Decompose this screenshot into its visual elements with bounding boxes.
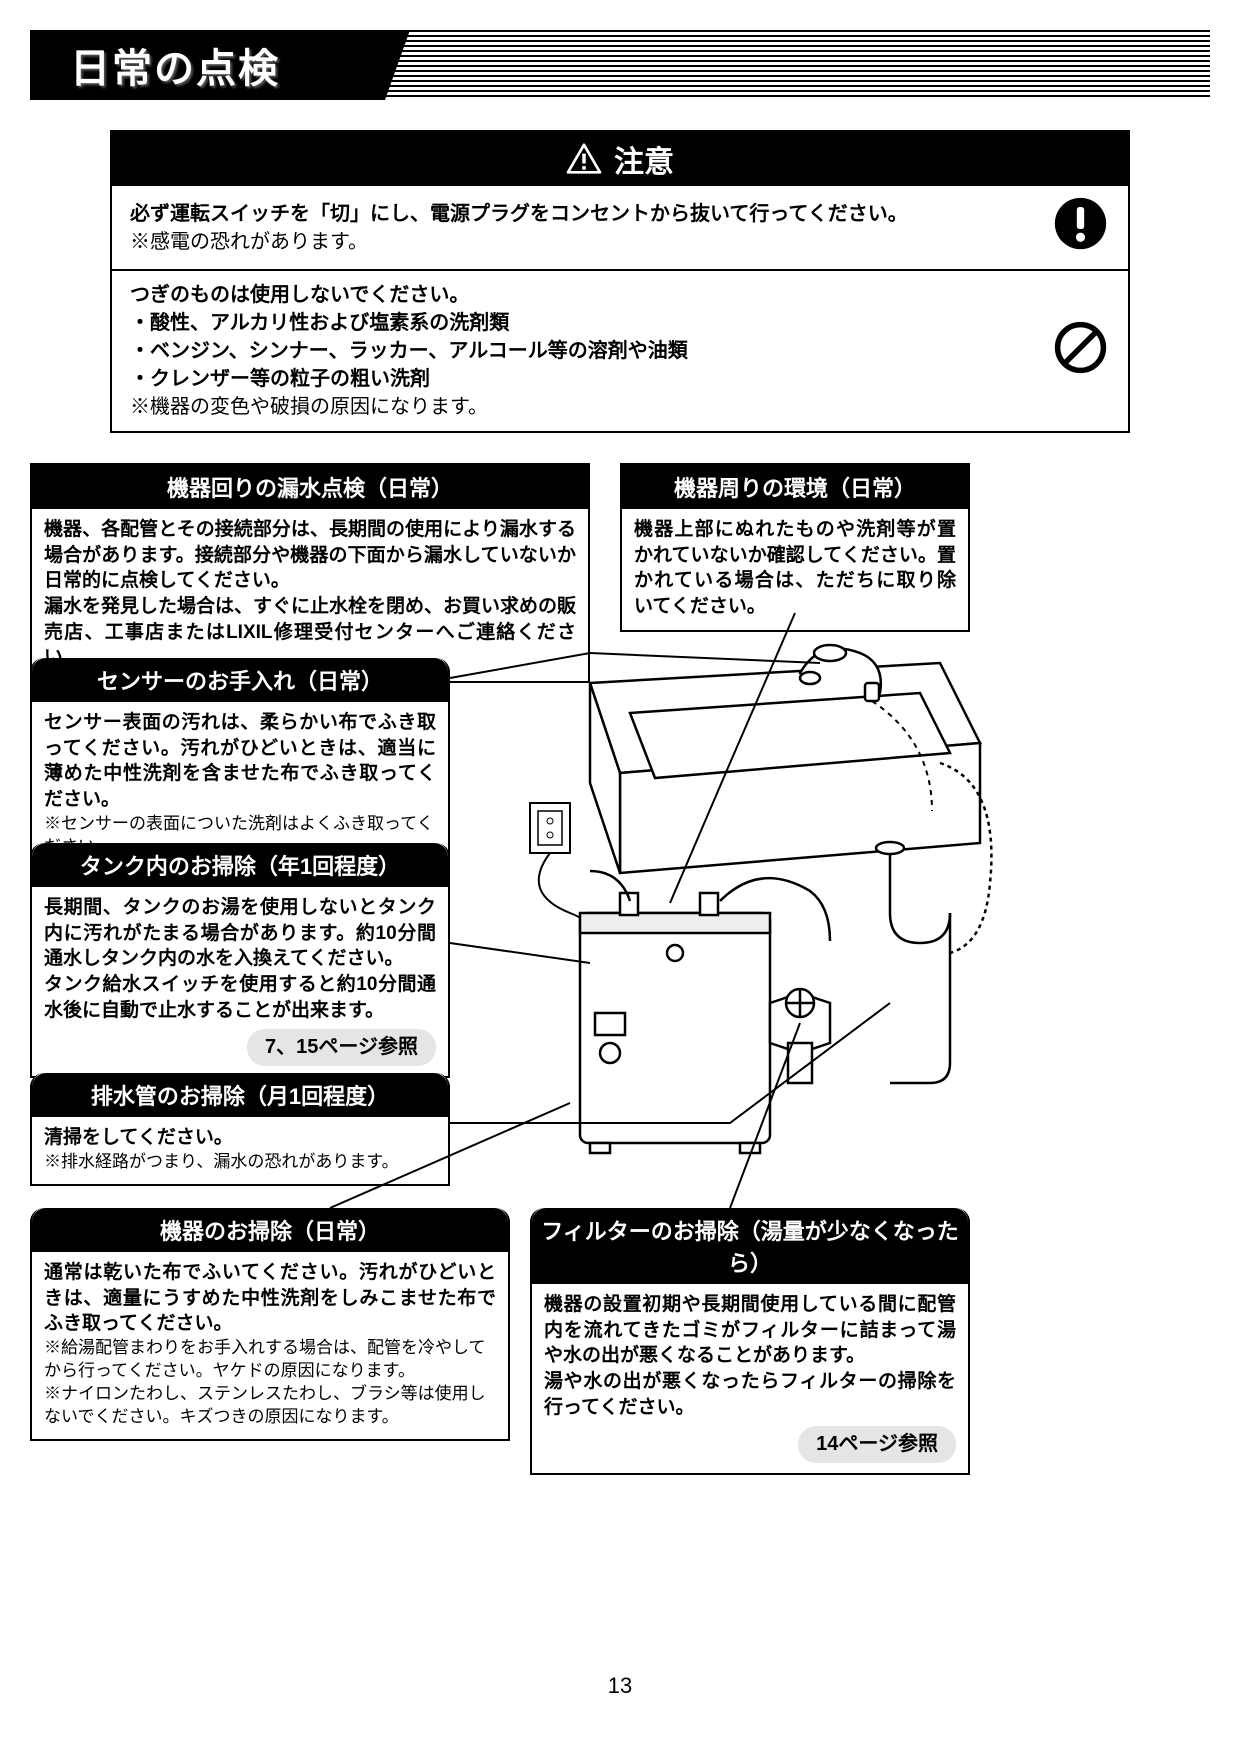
callout-clean-note1: ※給湯配管まわりをお手入れする場合は、配管を冷やしてから行ってください。ヤケドの…	[44, 1337, 496, 1383]
callout-clean-note2: ※ナイロンたわし、ステンレスたわし、ブラシ等は使用しないでください。キズつきの原…	[44, 1383, 496, 1429]
caution-row1-bold: 必ず運転スイッチを「切」にし、電源プラグをコンセントから抜いて行ってください。	[130, 200, 1050, 228]
mandatory-icon	[1050, 196, 1110, 259]
callout-drain-header: 排水管のお掃除（月1回程度）	[32, 1073, 448, 1117]
callout-sensor-header: センサーのお手入れ（日常）	[32, 658, 448, 702]
callout-drain: 排水管のお掃除（月1回程度） 清掃をしてください。 ※排水経路がつまり、漏水の恐…	[30, 1073, 450, 1186]
callout-tank-body2: タンク給水スイッチを使用すると約10分間通水後に自動で止水することが出来ます。	[44, 972, 436, 1023]
callout-clean: 機器のお掃除（日常） 通常は乾いた布でふいてください。汚れがひどいときは、適量に…	[30, 1208, 510, 1441]
callout-sensor-body: センサー表面の汚れは、柔らかい布でふき取ってください。汚れがひどいときは、適当に…	[44, 710, 436, 813]
caution-row2-l2: ・酸性、アルカリ性および塩素系の洗剤類	[130, 309, 1050, 337]
callout-env: 機器周りの環境（日常） 機器上部にぬれたものや洗剤等が置かれていないか確認してく…	[620, 463, 970, 632]
callout-env-body: 機器上部にぬれたものや洗剤等が置かれていないか確認してください。置かれている場合…	[634, 517, 956, 620]
caution-header: 注意	[112, 132, 1128, 186]
callout-leak-header: 機器回りの漏水点検（日常）	[32, 465, 588, 509]
page-title-bar: 日常の点検	[30, 30, 1210, 100]
callout-clean-header: 機器のお掃除（日常）	[32, 1208, 508, 1252]
callout-filter-header: フィルターのお掃除（湯量が少なくなったら）	[532, 1208, 968, 1284]
callout-leak-body1: 機器、各配管とその接続部分は、長期間の使用により漏水する場合があります。接続部分…	[44, 517, 576, 594]
callout-drain-body: 清掃をしてください。	[44, 1125, 436, 1151]
equipment-diagram	[470, 643, 1030, 1163]
page-title: 日常の点検	[70, 36, 280, 94]
callout-filter-ref: 14ページ参照	[798, 1426, 956, 1463]
callout-tank: タンク内のお掃除（年1回程度） 長期間、タンクのお湯を使用しないとタンク内に汚れ…	[30, 843, 450, 1078]
caution-row-1: 必ず運転スイッチを「切」にし、電源プラグをコンセントから抜いて行ってください。 …	[112, 186, 1128, 269]
page-number: 13	[30, 1673, 1210, 1699]
callout-tank-header: タンク内のお掃除（年1回程度）	[32, 843, 448, 887]
caution-row-2: つぎのものは使用しないでください。 ・酸性、アルカリ性および塩素系の洗剤類 ・ベ…	[112, 269, 1128, 431]
callout-filter: フィルターのお掃除（湯量が少なくなったら） 機器の設置初期や長期間使用している間…	[530, 1208, 970, 1475]
callout-tank-ref: 7、15ページ参照	[247, 1029, 436, 1066]
callout-tank-body1: 長期間、タンクのお湯を使用しないとタンク内に汚れがたまる場合があります。約10分…	[44, 895, 436, 972]
caution-row2-note: ※機器の変色や破損の原因になります。	[130, 393, 1050, 421]
caution-row1-note: ※感電の恐れがあります。	[130, 228, 1050, 256]
caution-header-text: 注意	[614, 137, 674, 181]
caution-row2-l3: ・ベンジン、シンナー、ラッカー、アルコール等の溶剤や油類	[130, 337, 1050, 365]
callout-drain-note: ※排水経路がつまり、漏水の恐れがあります。	[44, 1151, 436, 1174]
callout-env-header: 機器周りの環境（日常）	[622, 465, 968, 509]
prohibit-icon	[1050, 320, 1110, 383]
callout-filter-body: 機器の設置初期や長期間使用している間に配管内を流れてきたゴミがフィルターに詰まっ…	[544, 1292, 956, 1420]
caution-box: 注意 必ず運転スイッチを「切」にし、電源プラグをコンセントから抜いて行ってくださ…	[110, 130, 1130, 433]
caution-row2-l1: つぎのものは使用しないでください。	[130, 281, 1050, 309]
content-area: 機器回りの漏水点検（日常） 機器、各配管とその接続部分は、長期間の使用により漏水…	[30, 463, 1210, 1663]
callout-clean-body: 通常は乾いた布でふいてください。汚れがひどいときは、適量にうすめた中性洗剤をしみ…	[44, 1260, 496, 1337]
caution-row2-l4: ・クレンザー等の粒子の粗い洗剤	[130, 365, 1050, 393]
callout-sensor: センサーのお手入れ（日常） センサー表面の汚れは、柔らかい布でふき取ってください…	[30, 658, 450, 870]
warning-triangle-icon	[566, 143, 602, 175]
